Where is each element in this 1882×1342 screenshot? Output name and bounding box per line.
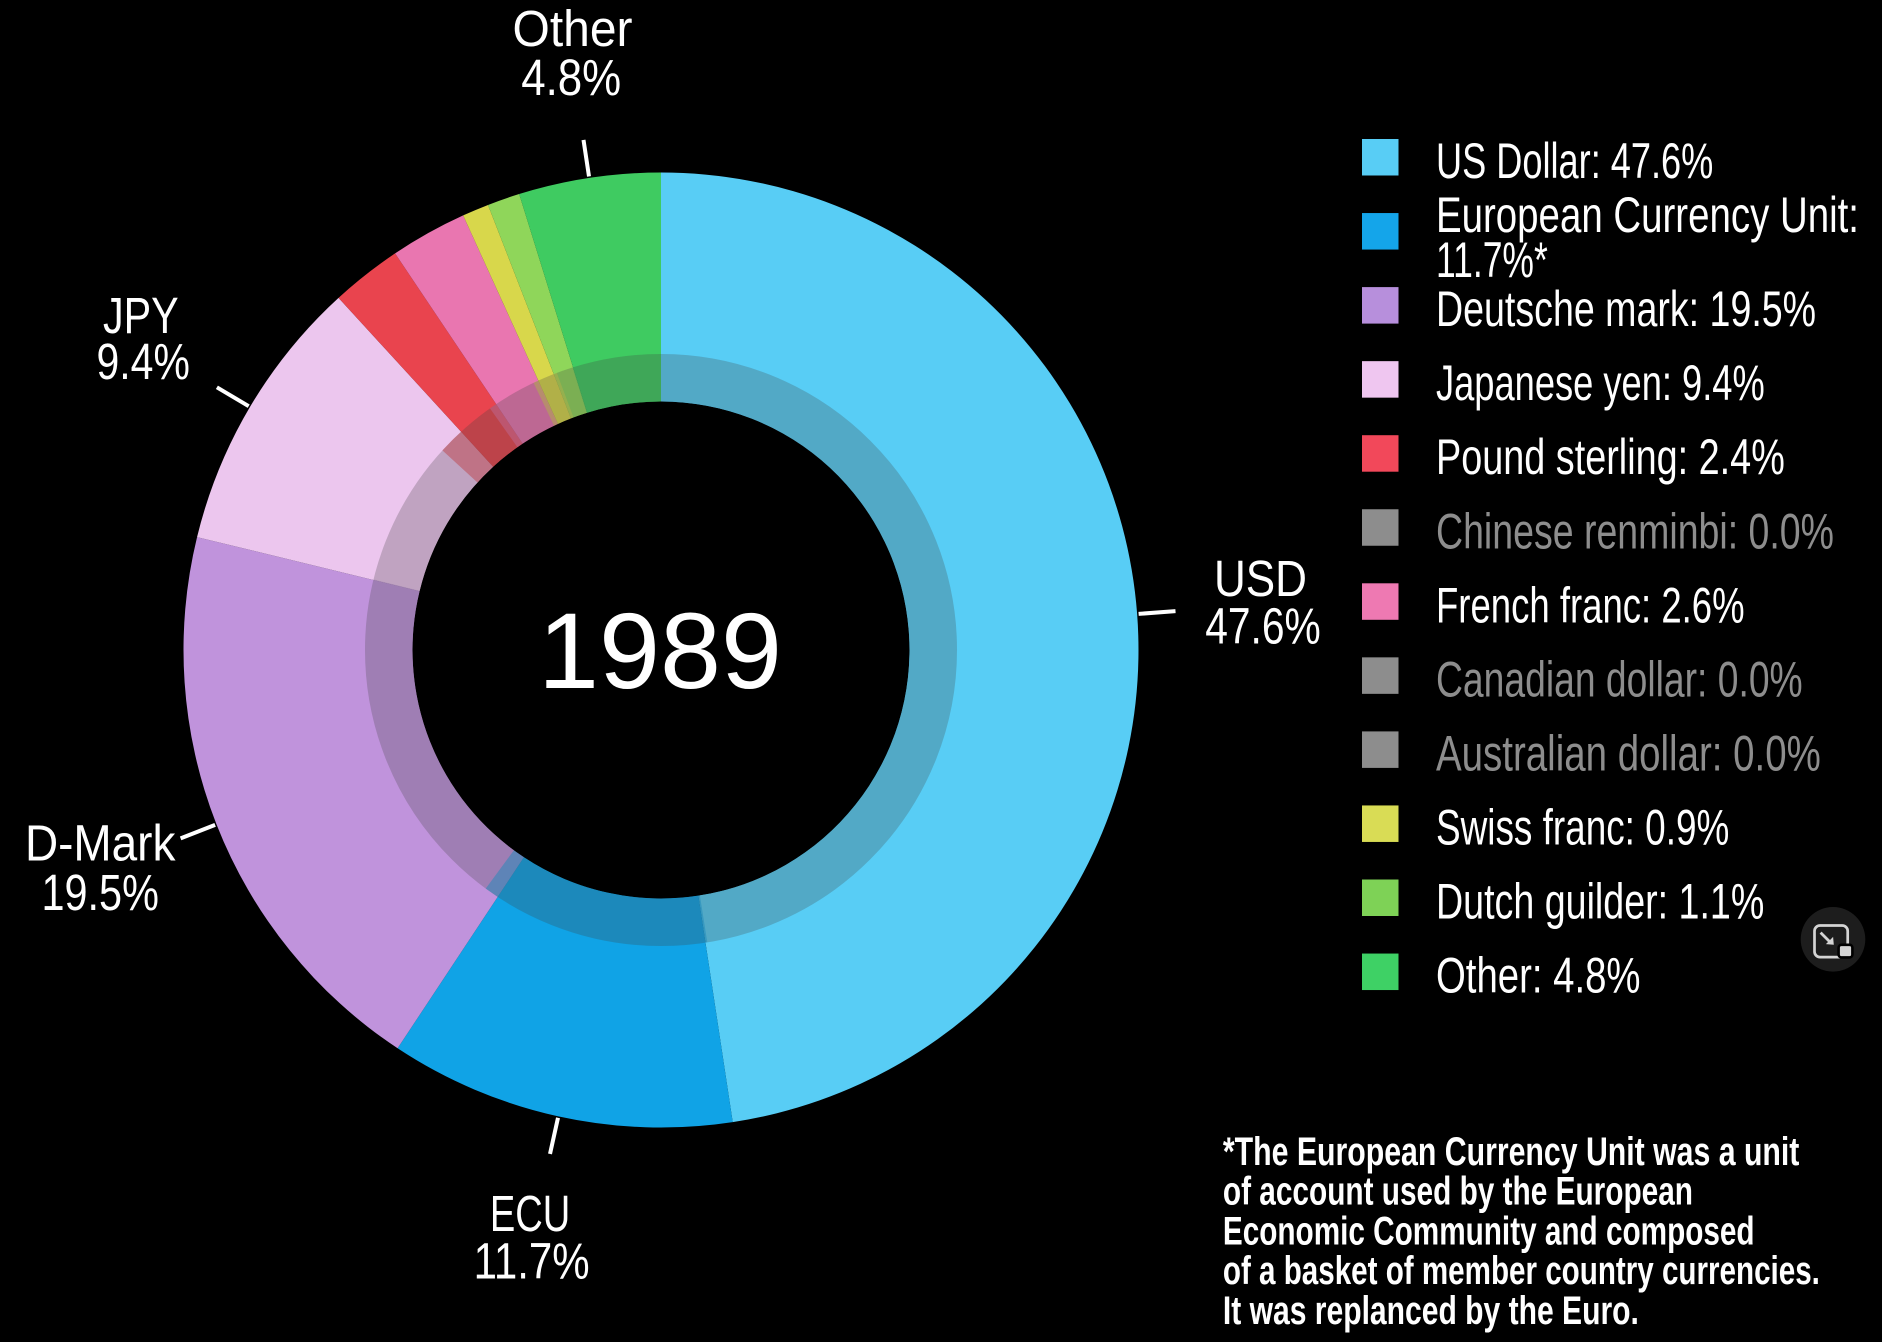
svg-text:USD: USD [1214, 550, 1307, 607]
svg-text:1989: 1989 [538, 590, 782, 711]
svg-text:*The European Currency Unit wa: *The European Currency Unit was a unit [1223, 1130, 1800, 1174]
svg-text:4.8%: 4.8% [521, 49, 621, 106]
svg-text:Other: 4.8%: Other: 4.8% [1436, 948, 1641, 1004]
svg-text:Deutsche mark: 19.5%: Deutsche mark: 19.5% [1436, 281, 1816, 337]
svg-text:11.7%*: 11.7%* [1436, 232, 1548, 288]
svg-text:US Dollar: 47.6%: US Dollar: 47.6% [1436, 133, 1713, 189]
svg-text:of a basket of member country: of a basket of member country currencies… [1223, 1249, 1820, 1293]
svg-text:ECU: ECU [490, 1185, 570, 1242]
svg-text:Other: Other [513, 0, 633, 57]
svg-text:Economic Community and compose: Economic Community and composed [1223, 1209, 1755, 1253]
svg-text:French franc: 2.6%: French franc: 2.6% [1436, 577, 1745, 633]
svg-text:JPY: JPY [103, 287, 179, 344]
svg-text:D-Mark: D-Mark [25, 815, 176, 872]
svg-text:European Currency Unit:: European Currency Unit: [1436, 187, 1859, 243]
svg-text:Chinese renminbi: 0.0%: Chinese renminbi: 0.0% [1436, 503, 1834, 559]
svg-text:9.4%: 9.4% [97, 333, 190, 390]
svg-text:It was replanced by the Euro.: It was replanced by the Euro. [1223, 1289, 1639, 1333]
svg-text:19.5%: 19.5% [42, 864, 159, 921]
svg-text:Canadian dollar: 0.0%: Canadian dollar: 0.0% [1436, 651, 1803, 707]
svg-text:Swiss franc: 0.9%: Swiss franc: 0.9% [1436, 799, 1729, 855]
svg-text:Australian dollar: 0.0%: Australian dollar: 0.0% [1436, 725, 1821, 781]
svg-text:of account used by the Europea: of account used by the European [1223, 1170, 1693, 1214]
svg-text:11.7%: 11.7% [474, 1233, 590, 1290]
svg-text:Japanese yen: 9.4%: Japanese yen: 9.4% [1436, 355, 1765, 411]
svg-text:Pound sterling: 2.4%: Pound sterling: 2.4% [1436, 429, 1785, 485]
svg-text:47.6%: 47.6% [1205, 597, 1321, 654]
svg-text:Dutch guilder: 1.1%: Dutch guilder: 1.1% [1436, 874, 1764, 930]
